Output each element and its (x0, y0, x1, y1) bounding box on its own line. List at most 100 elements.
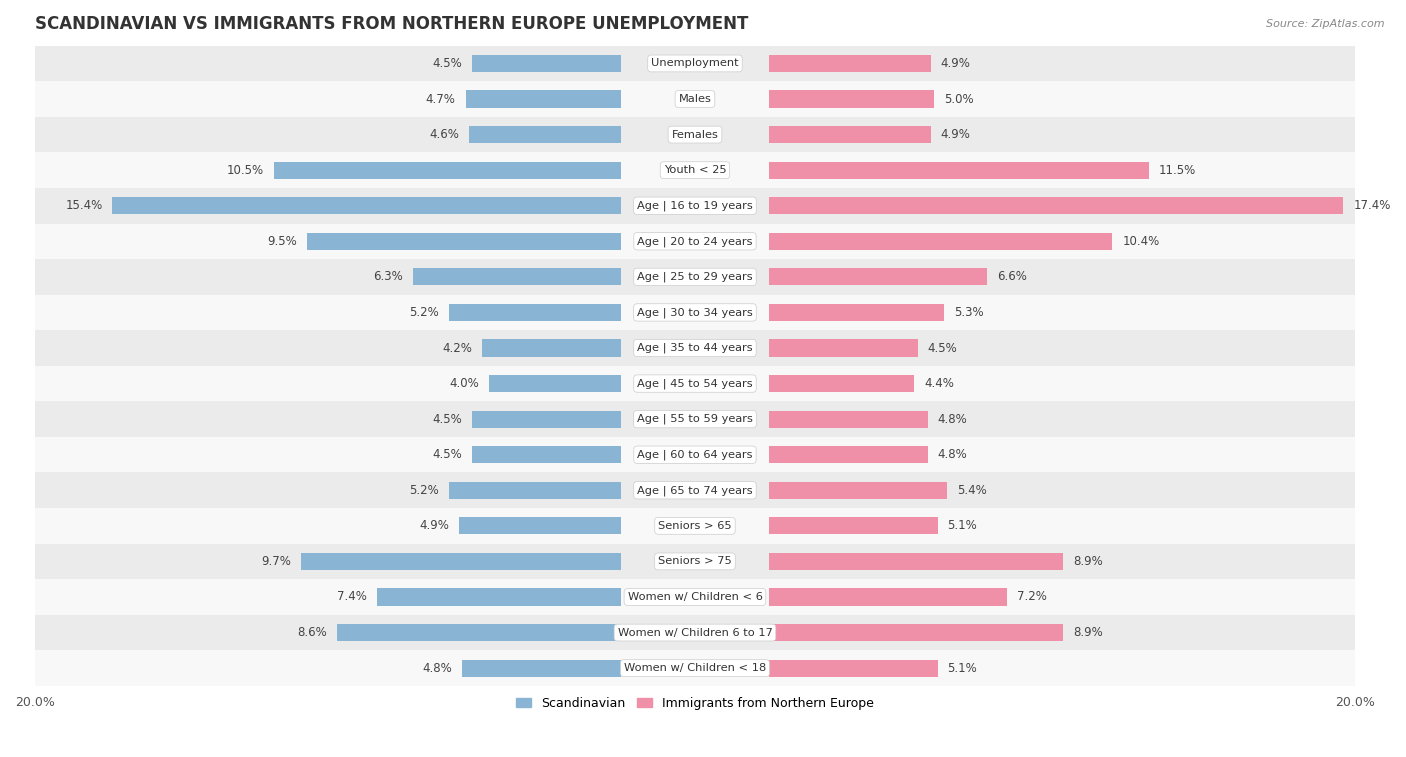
Bar (769, 659, 938, 677)
Text: 4.7%: 4.7% (426, 92, 456, 105)
Text: 8.9%: 8.9% (1073, 555, 1102, 568)
Text: 9.5%: 9.5% (267, 235, 297, 248)
Text: 4.8%: 4.8% (938, 413, 967, 425)
Text: 17.4%: 17.4% (1354, 199, 1391, 212)
Bar (35, 650, 1355, 686)
Bar (769, 481, 948, 499)
Bar (472, 55, 620, 72)
Bar (449, 481, 620, 499)
Bar (465, 91, 620, 107)
Bar (482, 339, 620, 357)
Bar (769, 55, 931, 72)
Bar (35, 615, 1355, 650)
Text: 5.2%: 5.2% (409, 306, 439, 319)
Bar (472, 410, 620, 428)
Bar (35, 294, 1355, 330)
Bar (769, 91, 934, 107)
Text: Age | 20 to 24 years: Age | 20 to 24 years (637, 236, 752, 247)
Text: 4.8%: 4.8% (938, 448, 967, 461)
Text: Males: Males (679, 94, 711, 104)
Bar (35, 401, 1355, 437)
Text: 11.5%: 11.5% (1159, 164, 1197, 176)
Text: 8.6%: 8.6% (297, 626, 328, 639)
Text: 8.9%: 8.9% (1073, 626, 1102, 639)
Text: SCANDINAVIAN VS IMMIGRANTS FROM NORTHERN EUROPE UNEMPLOYMENT: SCANDINAVIAN VS IMMIGRANTS FROM NORTHERN… (35, 15, 748, 33)
Bar (35, 81, 1355, 117)
Text: 4.5%: 4.5% (433, 413, 463, 425)
Text: 4.9%: 4.9% (941, 128, 970, 141)
Text: 10.4%: 10.4% (1122, 235, 1160, 248)
Text: Age | 16 to 19 years: Age | 16 to 19 years (637, 201, 752, 211)
Bar (112, 197, 620, 214)
Text: 6.3%: 6.3% (373, 270, 404, 283)
Text: 15.4%: 15.4% (65, 199, 103, 212)
Text: 4.4%: 4.4% (924, 377, 955, 390)
Bar (35, 223, 1355, 259)
Text: 6.6%: 6.6% (997, 270, 1026, 283)
Bar (377, 588, 620, 606)
Text: Females: Females (672, 129, 718, 139)
Bar (769, 375, 914, 392)
Bar (35, 579, 1355, 615)
Bar (769, 268, 987, 285)
Text: 5.0%: 5.0% (943, 92, 974, 105)
Text: 4.5%: 4.5% (928, 341, 957, 354)
Text: Seniors > 75: Seniors > 75 (658, 556, 733, 566)
Text: Source: ZipAtlas.com: Source: ZipAtlas.com (1267, 19, 1385, 29)
Text: Women w/ Children < 18: Women w/ Children < 18 (624, 663, 766, 673)
Bar (274, 162, 620, 179)
Bar (35, 188, 1355, 223)
Bar (301, 553, 620, 570)
Bar (337, 624, 620, 641)
Bar (35, 45, 1355, 81)
Bar (769, 126, 931, 143)
Text: Youth < 25: Youth < 25 (664, 165, 727, 175)
Bar (769, 232, 1112, 250)
Bar (35, 544, 1355, 579)
Text: 9.7%: 9.7% (262, 555, 291, 568)
Text: 4.6%: 4.6% (429, 128, 458, 141)
Text: 5.1%: 5.1% (948, 519, 977, 532)
Bar (769, 162, 1149, 179)
Bar (463, 659, 620, 677)
Bar (35, 152, 1355, 188)
Text: 4.9%: 4.9% (941, 57, 970, 70)
Text: 4.8%: 4.8% (423, 662, 453, 674)
Text: 10.5%: 10.5% (228, 164, 264, 176)
Text: Age | 35 to 44 years: Age | 35 to 44 years (637, 343, 752, 354)
Text: 5.1%: 5.1% (948, 662, 977, 674)
Bar (470, 126, 620, 143)
Bar (769, 517, 938, 534)
Bar (769, 410, 928, 428)
Text: 7.4%: 7.4% (336, 590, 367, 603)
Text: 5.3%: 5.3% (955, 306, 984, 319)
Text: Age | 30 to 34 years: Age | 30 to 34 years (637, 307, 752, 318)
Bar (769, 553, 1063, 570)
Bar (769, 339, 918, 357)
Text: 5.4%: 5.4% (957, 484, 987, 497)
Text: Age | 45 to 54 years: Age | 45 to 54 years (637, 378, 752, 389)
Text: 4.5%: 4.5% (433, 448, 463, 461)
Text: 7.2%: 7.2% (1017, 590, 1046, 603)
Bar (769, 304, 943, 321)
Bar (35, 259, 1355, 294)
Bar (35, 472, 1355, 508)
Bar (35, 117, 1355, 152)
Bar (458, 517, 620, 534)
Bar (449, 304, 620, 321)
Bar (472, 446, 620, 463)
Text: 4.0%: 4.0% (449, 377, 479, 390)
Text: Age | 55 to 59 years: Age | 55 to 59 years (637, 414, 752, 425)
Text: 4.2%: 4.2% (443, 341, 472, 354)
Bar (413, 268, 620, 285)
Bar (35, 330, 1355, 366)
Text: Age | 65 to 74 years: Age | 65 to 74 years (637, 485, 752, 496)
Bar (769, 446, 928, 463)
Bar (35, 437, 1355, 472)
Bar (769, 197, 1344, 214)
Text: 5.2%: 5.2% (409, 484, 439, 497)
Text: Unemployment: Unemployment (651, 58, 738, 68)
Bar (769, 624, 1063, 641)
Text: Seniors > 65: Seniors > 65 (658, 521, 731, 531)
Text: Women w/ Children < 6: Women w/ Children < 6 (627, 592, 762, 602)
